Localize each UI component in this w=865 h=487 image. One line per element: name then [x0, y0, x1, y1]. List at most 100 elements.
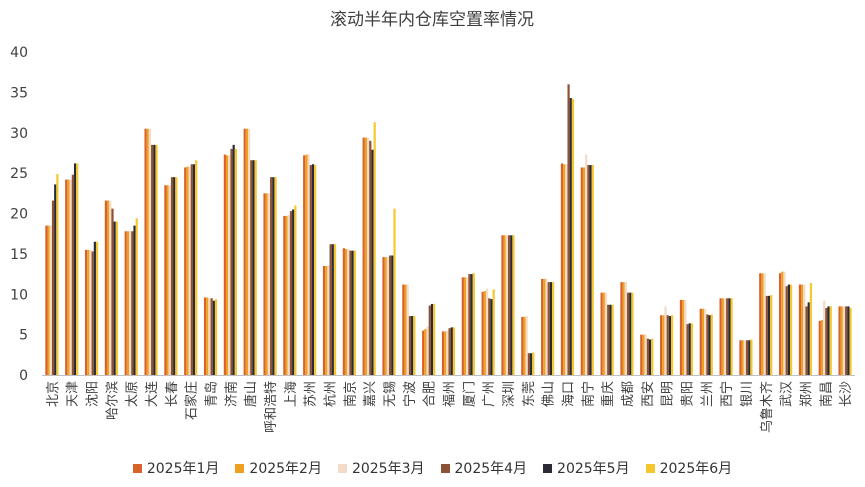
y-tick-label: 5 [19, 328, 28, 344]
bar: 乌鲁木齐 2025年4月: 9.8 [765, 295, 768, 375]
bar: 北京 2025年5月: 23.6 [54, 184, 57, 375]
bar: 南宁 2025年2月: 25.7 [582, 167, 586, 375]
bar: 长春 2025年4月: 24.5 [170, 177, 174, 375]
x-tick-label: 西安 [641, 381, 656, 407]
x-tick-label: 成都 [621, 381, 636, 407]
bar: 北京 2025年1月: 18.5 [45, 225, 48, 375]
bar: 合肥 2025年6月: 8.8 [433, 303, 436, 375]
bar: 呼和浩特 2025年3月: 22.5 [267, 193, 271, 375]
legend-item: 2025年3月 [337, 458, 425, 478]
x-tick-label: 济南 [223, 381, 239, 407]
bar: 兰州 2025年6月: 7.5 [710, 314, 713, 375]
bar: 乌鲁木齐 2025年1月: 12.6 [759, 273, 762, 375]
bar: 成都 2025年3月: 11.5 [624, 282, 627, 375]
bar: 天津 2025年6月: 26.2 [76, 163, 79, 375]
y-tick-label: 25 [10, 166, 28, 182]
bar: 唐山 2025年4月: 26.6 [250, 160, 253, 375]
bar: 银川 2025年3月: 4.3 [743, 340, 746, 375]
bar: 郑州 2025年1月: 11.2 [798, 284, 802, 375]
legend-swatch [645, 463, 655, 473]
bar: 长沙 2025年5月: 8.5 [847, 306, 850, 375]
x-tick-label: 海口 [561, 381, 576, 407]
bar: 天津 2025年4月: 24.8 [71, 174, 74, 375]
bar: 佛山 2025年4月: 11.5 [547, 282, 550, 375]
x-tick-label: 长春 [165, 381, 180, 407]
legend-item: 2025年2月 [235, 458, 322, 478]
bar: 贵阳 2025年3月: 9.3 [684, 299, 687, 375]
bar: 杭州 2025年3月: 13.6 [327, 265, 330, 375]
bar: 东莞 2025年5月: 2.7 [530, 353, 533, 375]
bar: 厦门 2025年1月: 12.1 [461, 277, 464, 375]
bar: 南宁 2025年5月: 26 [589, 165, 592, 375]
x-tick-label: 南昌 [818, 381, 834, 407]
bar: 太原 2025年4月: 17.8 [131, 231, 134, 375]
bar: 贵阳 2025年2月: 9.3 [682, 299, 685, 375]
bar: 银川 2025年1月: 4.3 [739, 340, 742, 375]
bar: 大连 2025年2月: 30.5 [146, 128, 149, 375]
bar: 昆明 2025年4月: 7.4 [666, 315, 669, 375]
x-tick-label: 呼和浩特 [264, 381, 279, 433]
bar: 贵阳 2025年6月: 6.4 [690, 323, 694, 375]
bar: 青岛 2025年1月: 9.6 [203, 297, 207, 375]
chart-legend: 2025年1月 2025年2月 2025年3月 2025年4月 2025年5月 2025年… [0, 456, 865, 480]
bar: 东莞 2025年4月: 2.7 [527, 353, 531, 375]
x-tick-label: 杭州 [324, 381, 339, 407]
bar: 哈尔滨 2025年6月: 19 [115, 221, 119, 375]
x-tick-label: 苏州 [303, 381, 319, 407]
bar: 大连 2025年3月: 30.5 [148, 128, 152, 375]
bar: 唐山 2025年1月: 30.5 [243, 128, 246, 375]
bar: 长春 2025年5月: 24.5 [173, 177, 176, 375]
bar: 太原 2025年2月: 17.8 [126, 231, 130, 375]
chart-title: 滚动半年内仓库空置率情况 [330, 10, 534, 30]
bar: 沈阳 2025年4月: 15.3 [91, 251, 94, 375]
y-tick-label: 30 [10, 126, 28, 142]
x-tick-label: 沈阳 [86, 381, 101, 407]
legend-item: 2025年4月 [440, 458, 527, 478]
bar: 石家庄 2025年5月: 26.1 [192, 164, 196, 375]
x-tick-label: 嘉兴 [363, 381, 378, 407]
bar: 太原 2025年1月: 17.8 [124, 231, 127, 375]
bar: 长沙 2025年6月: 8.3 [849, 307, 852, 375]
bar: 合肥 2025年3月: 6 [426, 326, 429, 375]
bar: 沈阳 2025年5月: 16.5 [93, 241, 96, 375]
bar: 深圳 2025年1月: 17.3 [501, 235, 504, 375]
bar: 青岛 2025年3月: 9.5 [208, 298, 211, 375]
x-tick-label: 西宁 [719, 381, 735, 407]
bar: 重庆 2025年3月: 10.2 [604, 292, 608, 375]
x-tick-label: 郑州 [799, 381, 814, 407]
x-tick-label: 青岛 [204, 381, 220, 407]
bar: 东莞 2025年1月: 7.2 [521, 316, 524, 375]
bar: 西宁 2025年2月: 9.5 [721, 298, 724, 375]
bar: 唐山 2025年6月: 26.6 [254, 160, 257, 375]
bar: 济南 2025年6月: 28 [234, 148, 237, 375]
bar: 广州 2025年3月: 10.7 [485, 288, 489, 375]
bar: 宁波 2025年4月: 7.3 [408, 316, 412, 375]
legend-label: 2025年2月 [249, 461, 322, 477]
x-tick-label: 长沙 [839, 381, 854, 407]
bar: 呼和浩特 2025年2月: 22.5 [265, 193, 268, 375]
bar: 青岛 2025年6月: 9.4 [214, 299, 218, 375]
bar: 兰州 2025年5月: 7.4 [708, 315, 711, 375]
bar: 重庆 2025年2月: 10.2 [602, 292, 605, 375]
bar: 济南 2025年2月: 27.2 [225, 155, 229, 375]
bar: 无锡 2025年4月: 14.8 [389, 255, 392, 375]
bar: 北京 2025年6月: 24.9 [56, 173, 59, 375]
bar: 宁波 2025年6月: 7.3 [413, 316, 416, 375]
bar: 杭州 2025年5月: 16.2 [331, 244, 334, 375]
y-tick-label: 35 [10, 85, 28, 101]
bar: 西安 2025年1月: 5 [640, 334, 643, 375]
bar: 上海 2025年2月: 19.7 [285, 215, 288, 375]
y-tick-label: 20 [10, 207, 28, 223]
bar: 济南 2025年4月: 28 [230, 148, 233, 375]
legend-label: 2025年6月 [659, 461, 733, 477]
bar: 东莞 2025年2月: 7.2 [523, 316, 526, 375]
bar: 成都 2025年4月: 10.2 [626, 292, 630, 375]
bar: 长沙 2025年1月: 8.5 [838, 306, 841, 375]
bar: 福州 2025年5月: 5.9 [450, 327, 453, 375]
bar: 天津 2025年3月: 24.2 [69, 179, 72, 375]
x-tick-label: 南京 [342, 381, 358, 407]
bar: 厦门 2025年3月: 12.1 [466, 277, 469, 375]
bar: 重庆 2025年4月: 8.7 [607, 304, 610, 375]
bar: 青岛 2025年4月: 9.5 [210, 298, 213, 375]
bar: 西安 2025年5月: 4.4 [648, 339, 652, 375]
